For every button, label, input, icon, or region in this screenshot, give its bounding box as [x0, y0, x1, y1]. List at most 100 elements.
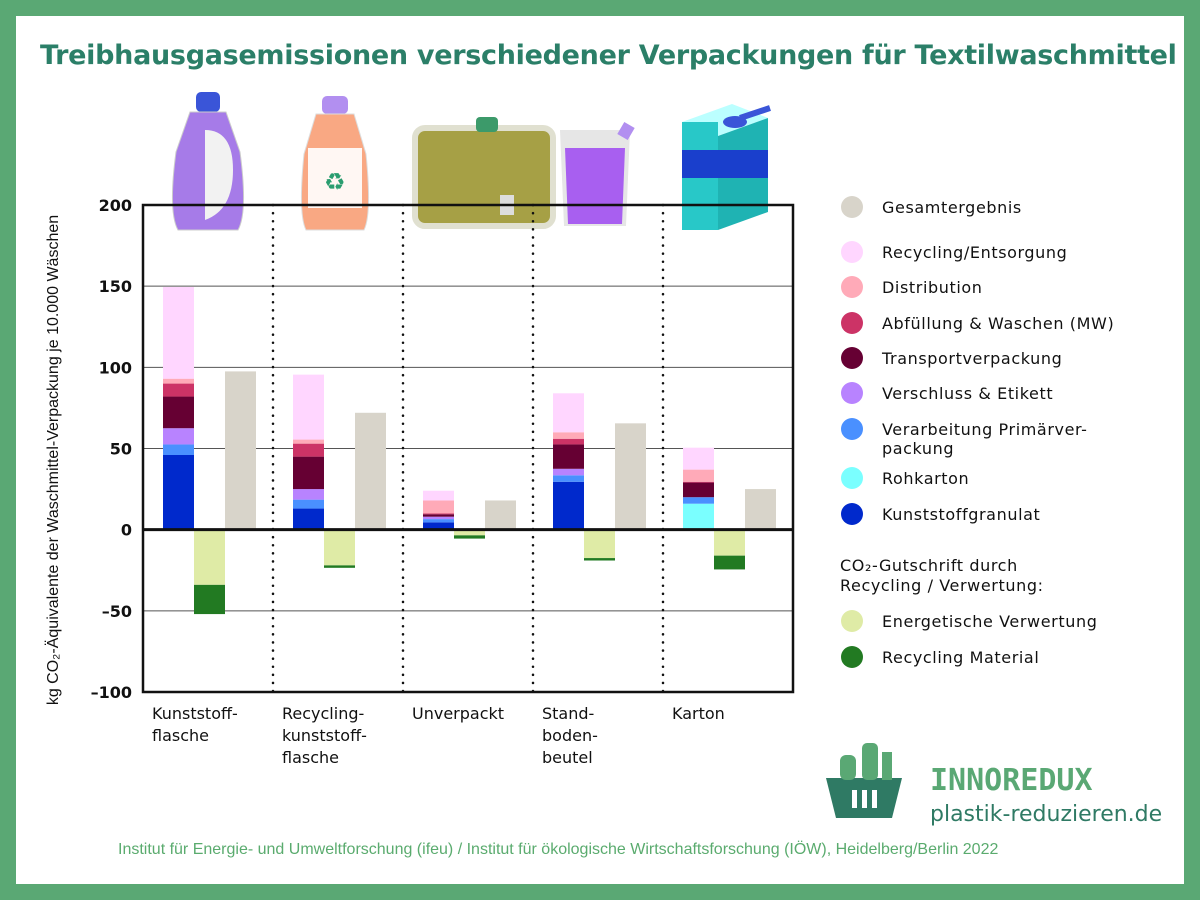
legend-heading: Recycling / Verwertung: — [840, 576, 1044, 595]
bar-segment — [163, 396, 194, 429]
bar-segment — [423, 513, 454, 515]
legend-swatch — [841, 610, 863, 632]
category-label: Stand- — [542, 704, 594, 723]
legend-label: Kunststoffgranulat — [882, 505, 1040, 524]
legend-label: Gesamtergebnis — [882, 198, 1022, 217]
legend-swatch — [841, 196, 863, 218]
y-tick-label: 50 — [110, 440, 132, 459]
credit-bar-segment — [324, 529, 355, 566]
svg-text:♻: ♻ — [324, 169, 346, 196]
category-label: beutel — [542, 748, 593, 767]
chart-title: Treibhausgasemissionen verschiedener Ver… — [40, 40, 1177, 71]
bar-segment — [293, 499, 324, 509]
category-label: boden- — [542, 726, 598, 745]
legend-label: Transportverpackung — [881, 349, 1062, 368]
y-tick-label: 150 — [99, 277, 132, 296]
bar-segment — [163, 378, 194, 384]
category-label: flasche — [282, 748, 339, 767]
y-tick-label: –50 — [102, 602, 132, 621]
category-label: Kunststoff- — [152, 704, 238, 723]
credit-bar-segment — [194, 584, 225, 615]
bar-segment — [293, 489, 324, 500]
bar-segment — [423, 522, 454, 530]
logo-url: plastik-reduzieren.de — [930, 802, 1162, 827]
category-label: kunststoff- — [282, 726, 367, 745]
y-tick-label: 100 — [99, 358, 132, 377]
bar-segment — [423, 516, 454, 520]
legend-label: packung — [882, 439, 954, 458]
bar-segment — [683, 469, 714, 482]
category-label: Recycling- — [282, 704, 364, 723]
legend-label: Rohkarton — [882, 469, 969, 488]
total-bar — [615, 423, 646, 530]
innoredux-logo: INNOREDUX plastik-reduzieren.de — [826, 743, 1162, 827]
logo-brand: INNOREDUX — [930, 763, 1093, 798]
total-bar — [745, 489, 776, 530]
bar-segment — [293, 443, 324, 457]
bar-segment — [163, 428, 194, 445]
bar-segment — [293, 439, 324, 444]
credit-bar-segment — [584, 529, 615, 559]
legend-swatch — [841, 503, 863, 525]
legend-swatch — [841, 276, 863, 298]
bar-segment — [683, 497, 714, 504]
credit-bar-segment — [194, 529, 225, 585]
credit-bar-segment — [454, 529, 485, 536]
carton-icon — [682, 104, 771, 230]
bar-segment — [423, 519, 454, 523]
credit-bar-segment — [454, 535, 485, 539]
legend-label: Distribution — [882, 278, 983, 297]
plot-border — [141, 203, 795, 694]
total-bar — [225, 371, 256, 530]
total-bar — [485, 500, 516, 530]
legend-heading: CO₂-Gutschrift durch — [840, 556, 1018, 575]
bar-segment — [423, 500, 454, 514]
credit-bar-segment — [714, 555, 745, 570]
legend-swatch — [841, 418, 863, 440]
legend-label: Recycling/Entsorgung — [882, 243, 1067, 262]
legend-swatch — [841, 347, 863, 369]
bar-segment — [553, 438, 584, 445]
legend-swatch — [841, 646, 863, 668]
bar-segment — [683, 482, 714, 498]
credit-bar-segment — [324, 565, 355, 568]
legend-swatch — [841, 241, 863, 263]
bar-segment — [553, 393, 584, 433]
category-label: flasche — [152, 726, 209, 745]
bar-segment — [423, 514, 454, 517]
bar-segment — [683, 503, 714, 530]
bar-segment — [293, 508, 324, 530]
bar-segment — [553, 481, 584, 530]
bar-segment — [163, 286, 194, 379]
bar-segment — [163, 454, 194, 530]
bar-segment — [553, 432, 584, 439]
bar-segment — [553, 468, 584, 476]
bar-segment — [553, 475, 584, 482]
bar-segment — [553, 444, 584, 469]
legend-label: Verschluss & Etikett — [882, 384, 1053, 403]
legend-swatch — [841, 467, 863, 489]
recycled-bottle-icon: ♻ — [300, 96, 370, 231]
bar-segment — [683, 481, 714, 483]
y-tick-label: 200 — [99, 196, 132, 215]
legend-label: Abfüllung & Waschen (MW) — [882, 314, 1114, 333]
y-tick-label: 0 — [121, 521, 132, 540]
bar-segment — [293, 374, 324, 440]
bar-segment — [163, 444, 194, 455]
legend-label: Verarbeitung Primärver- — [882, 420, 1088, 439]
y-tick-label: –100 — [91, 683, 132, 702]
y-axis-label: kg CO₂-Äquivalente der Waschmittel-Verpa… — [44, 215, 62, 705]
stand-up-pouch-icon — [560, 121, 635, 226]
bar-segment — [683, 447, 714, 470]
source-footer: Institut für Energie- und Umweltforschun… — [118, 841, 999, 858]
bar-segment — [423, 490, 454, 501]
bar-segment — [163, 383, 194, 397]
category-label: Karton — [672, 704, 725, 723]
bulk-container-icon — [412, 117, 556, 229]
credit-bar-segment — [584, 558, 615, 561]
legend-label: Recycling Material — [882, 648, 1039, 667]
legend-swatch — [841, 312, 863, 334]
plastic-bottle-icon — [171, 92, 245, 231]
